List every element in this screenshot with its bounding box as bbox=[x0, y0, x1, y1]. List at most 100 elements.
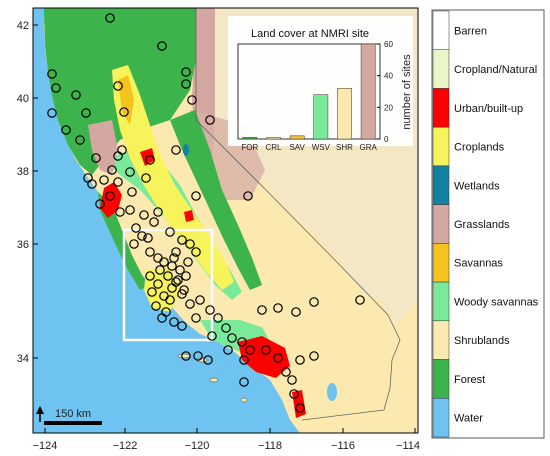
inset-bars bbox=[242, 43, 376, 140]
site-marker bbox=[195, 295, 205, 305]
x-tick-label: −122 bbox=[113, 440, 138, 452]
x-tick-label: −116 bbox=[331, 440, 355, 452]
site-marker bbox=[223, 345, 233, 355]
legend-frame bbox=[431, 9, 545, 439]
inset-x-label: GRA bbox=[359, 143, 377, 152]
y-tick-label: 42 bbox=[17, 20, 29, 32]
site-marker bbox=[155, 265, 165, 275]
legend-label: Shrublands bbox=[454, 335, 510, 347]
site-marker bbox=[87, 179, 97, 189]
site-marker bbox=[157, 41, 167, 51]
site-marker bbox=[177, 321, 187, 331]
site-marker bbox=[273, 303, 283, 313]
site-marker bbox=[295, 403, 305, 413]
legend-swatch bbox=[432, 10, 450, 50]
inset-x-label: SAV bbox=[289, 143, 305, 152]
site-marker bbox=[175, 265, 185, 275]
scale-bar: 150 km bbox=[36, 406, 102, 425]
legend-swatch bbox=[432, 204, 450, 244]
site-marker bbox=[291, 307, 301, 317]
inset-x-labels: FOR CRL SAV WSV SHR GRA bbox=[241, 143, 377, 152]
legend-label: Cropland/Natural bbox=[454, 64, 537, 76]
inset-chart-title: Land cover at NMRI site bbox=[251, 28, 369, 40]
inset-x-label: SHR bbox=[336, 143, 353, 152]
site-marker bbox=[355, 295, 365, 305]
site-marker bbox=[207, 331, 217, 341]
legend-label: Barren bbox=[454, 25, 487, 37]
legend-items: Barren Cropland/Natural Urban/built-up Crop… bbox=[432, 10, 539, 438]
map-frame bbox=[32, 7, 419, 434]
bar-shr bbox=[337, 88, 352, 140]
site-marker bbox=[115, 207, 125, 217]
california-border bbox=[195, 8, 401, 421]
site-marker bbox=[165, 295, 175, 305]
y-tick-label: 38 bbox=[17, 166, 29, 178]
bar-gra bbox=[360, 43, 376, 140]
site-marker bbox=[273, 353, 283, 363]
site-marker bbox=[151, 301, 161, 311]
site-marker bbox=[181, 79, 191, 89]
site-marker bbox=[95, 199, 105, 209]
site-marker bbox=[289, 389, 299, 399]
site-marker bbox=[171, 277, 181, 287]
site-marker bbox=[153, 207, 163, 217]
region-croplands-valley bbox=[112, 65, 234, 290]
legend-swatch bbox=[432, 359, 450, 399]
legend-swatch bbox=[432, 49, 450, 89]
inset-x-label: CRL bbox=[265, 143, 282, 152]
inset-x-label: FOR bbox=[241, 143, 258, 152]
site-marker bbox=[183, 257, 193, 267]
channel-island bbox=[209, 377, 219, 383]
site-marker bbox=[165, 227, 175, 237]
site-marker bbox=[47, 108, 57, 118]
legend-swatch bbox=[432, 320, 450, 360]
site-marker bbox=[113, 81, 123, 91]
site-marker bbox=[61, 125, 71, 135]
site-marker bbox=[145, 247, 155, 257]
bar-sav bbox=[289, 135, 305, 140]
inset-plot-frame bbox=[237, 43, 381, 140]
site-marker bbox=[125, 167, 135, 177]
channel-island bbox=[177, 353, 191, 359]
site-marker bbox=[143, 233, 153, 243]
x-tick-label: −120 bbox=[185, 440, 210, 452]
scale-bar-label: 150 km bbox=[55, 408, 91, 420]
region-grasslands-valley bbox=[88, 120, 118, 175]
inset-y-ticks: 0 20 40 60 bbox=[377, 40, 393, 144]
site-marker bbox=[169, 317, 179, 327]
legend-label: Urban/built-up bbox=[454, 103, 523, 115]
x-axis: −124 −122 −120 −118 −116 −114 bbox=[33, 428, 420, 452]
legend: Barren Cropland/Natural Urban/built-up Crop… bbox=[431, 9, 545, 439]
site-marker bbox=[147, 287, 157, 297]
y-tick-label: 34 bbox=[17, 353, 29, 365]
inset-y-tick-label: 60 bbox=[384, 40, 393, 49]
site-marker bbox=[129, 239, 139, 249]
legend-label: Grasslands bbox=[454, 219, 510, 231]
site-marker bbox=[205, 305, 215, 315]
site-marker bbox=[161, 307, 171, 317]
x-tick-label: −118 bbox=[258, 440, 282, 452]
site-marker bbox=[309, 297, 319, 307]
site-marker bbox=[71, 90, 81, 100]
site-marker bbox=[181, 67, 191, 77]
site-marker bbox=[261, 345, 271, 355]
inset-y-tick-label: 20 bbox=[384, 103, 393, 112]
site-marker bbox=[149, 217, 159, 227]
x-tick-label: −114 bbox=[396, 440, 420, 452]
legend-swatch bbox=[432, 398, 450, 438]
legend-label: Woody savannas bbox=[454, 296, 539, 308]
site-marker bbox=[237, 337, 247, 347]
site-marker bbox=[113, 151, 123, 161]
site-marker bbox=[113, 177, 123, 187]
site-marker bbox=[309, 351, 319, 361]
inset-x-label: WSV bbox=[312, 143, 331, 152]
site-marker bbox=[191, 313, 201, 323]
site-marker bbox=[99, 175, 109, 185]
site-marker bbox=[213, 313, 223, 323]
site-marker bbox=[171, 145, 181, 155]
site-marker bbox=[171, 247, 181, 257]
site-marker bbox=[153, 279, 163, 289]
site-marker bbox=[243, 191, 253, 201]
site-marker bbox=[181, 351, 191, 361]
site-marker bbox=[173, 275, 183, 285]
